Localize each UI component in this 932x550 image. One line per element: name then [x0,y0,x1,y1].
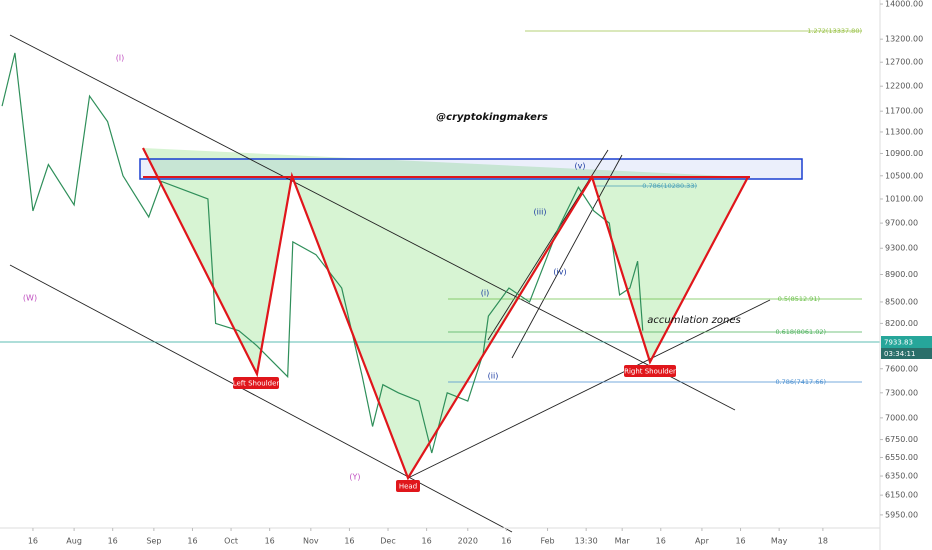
tag-bg [233,377,279,389]
y-tick-label: 7300.00 [885,388,918,397]
wave-label: (v) [575,162,586,171]
fib-label: 0.5(8512.91) [778,295,820,303]
wave-label: (I) [116,54,125,63]
x-tick-label: 18 [818,537,828,546]
x-tick-label: 16 [187,537,197,546]
y-tick-label: 5950.00 [885,510,918,519]
x-tick-label: May [771,537,788,546]
y-tick-label: 11300.00 [885,127,923,136]
last-price: 7933.83 [884,339,913,347]
x-tick-label: 13:30 [575,537,598,546]
x-tick-label: Mar [615,537,631,546]
y-tick-label: 6550.00 [885,453,918,462]
y-tick-label: 12700.00 [885,58,923,67]
price-line [1,52,644,454]
y-tick-label: 7000.00 [885,413,918,422]
watermark: @cryptokingmakers [436,112,548,123]
price-tag [881,336,932,348]
y-tick-label: 8500.00 [885,297,918,306]
y-tick-label: 10500.00 [885,171,923,180]
x-tick-label: 16 [735,537,745,546]
y-tick-label: 11700.00 [885,107,923,116]
fib-label: 0.786(7417.66) [775,378,826,386]
x-tick-label: Aug [66,537,82,546]
y-tick-label: 8200.00 [885,319,918,328]
y-tick-label: 12200.00 [885,82,923,91]
y-tick-label: 10100.00 [885,194,923,203]
x-tick-label: 2020 [458,537,478,546]
x-tick-label: Feb [540,537,554,546]
countdown-tag [881,348,932,359]
y-tick-label: 8900.00 [885,270,918,279]
resistance-zone [139,158,803,180]
tag-bg [396,480,420,492]
x-tick-label: Sep [146,537,161,546]
wave-label: (ii) [488,372,499,381]
y-tick-label: 6150.00 [885,491,918,500]
y-tick-label: 14000.00 [885,0,923,9]
wave-label: (Y) [349,473,360,482]
wave-label: (i) [481,289,489,298]
pattern-fill [143,148,748,478]
wave-label: (W) [23,294,37,303]
x-tick-label: 16 [265,537,275,546]
y-tick-label: 9300.00 [885,244,918,253]
x-tick-label: 16 [422,537,432,546]
y-tick-label: 6350.00 [885,472,918,481]
fib-label: 0.786(10280.33) [642,182,697,190]
pattern-label: Head [399,483,417,491]
tag-bg [624,365,676,377]
wave-label: (iii) [534,208,547,217]
wave-label: (iv) [553,268,566,277]
trend-lines [9,34,771,533]
zone-label: accumlation zones [647,315,741,326]
fib-label: 1.272(13337.80) [807,27,862,35]
x-tick-label: 16 [108,537,118,546]
x-tick-label: 16 [656,537,666,546]
x-tick-label: Apr [695,537,710,546]
head-shoulders [142,147,749,481]
fib-label: 0.618(8061.02) [775,328,826,336]
pattern-label: Right Shoulder [624,368,676,376]
y-tick-label: 7600.00 [885,364,918,373]
countdown: 03:34:11 [884,350,915,358]
y-tick-label: 9700.00 [885,219,918,228]
pattern-label: Left Shoulder [233,380,280,388]
x-tick-label: Oct [224,537,238,546]
y-tick-label: 10900.00 [885,149,923,158]
x-tick-label: 16 [344,537,354,546]
x-tick-label: 16 [28,537,38,546]
x-tick-label: Dec [380,537,395,546]
y-tick-label: 13200.00 [885,35,923,44]
x-tick-label: Nov [303,537,319,546]
y-tick-label: 6750.00 [885,435,918,444]
x-tick-label: 16 [501,537,511,546]
